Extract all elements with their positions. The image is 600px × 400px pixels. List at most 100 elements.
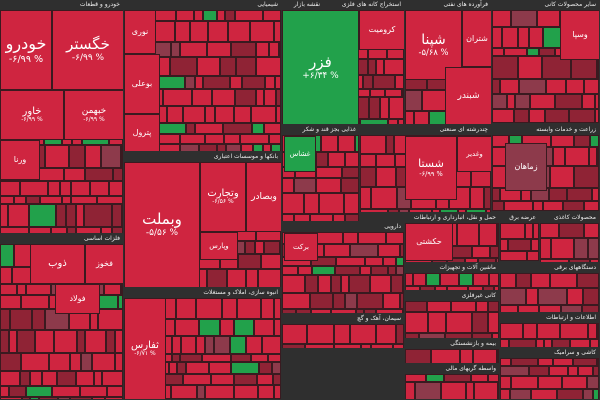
filler-tile (514, 109, 529, 123)
filler-tile (550, 273, 577, 288)
stock-label: وبملت (142, 210, 182, 229)
filler-tile (0, 353, 21, 371)
stock-tile: خاور -۶/۹۹ % (0, 90, 64, 140)
filler-tile (538, 376, 562, 389)
filler-tile (324, 244, 350, 257)
stock-change: -۶/۹۹ % (71, 53, 105, 64)
filler-tile (405, 349, 431, 363)
filler-tile (369, 97, 380, 119)
filler-tile (29, 227, 51, 233)
filler-tile (472, 312, 488, 333)
filler-tile (584, 201, 599, 211)
stock-label: ورنا (13, 155, 27, 165)
filler-tile (259, 362, 272, 374)
filler-tile (451, 301, 476, 312)
filler-tile (345, 293, 357, 309)
filler-tile (224, 134, 240, 144)
filler-tile (384, 59, 404, 75)
filler-tile (42, 371, 57, 386)
filler-tile (398, 119, 404, 124)
filler-tile (432, 209, 440, 212)
filler-tile (445, 333, 472, 338)
filler-tile (171, 385, 197, 399)
filler-tile (203, 76, 230, 89)
filler-tile (458, 209, 466, 212)
filler-tile (121, 145, 123, 168)
filler-tile (17, 330, 35, 353)
sector: خودرو و قطعات خودرو -۶/۹۹ % خگستر -۶/۹۹ % خاو… (0, 0, 123, 233)
stock-label: غشاس (289, 149, 311, 158)
filler-tile (185, 76, 195, 89)
filler-tile (380, 97, 389, 119)
filler-tile (234, 319, 254, 336)
filler-tile (595, 109, 599, 123)
filler-tile (405, 111, 414, 124)
filler-tile (282, 344, 305, 348)
sector: بانکها و موسسات اعتباری وبملت -۵/۵۶ % وتجار… (124, 152, 281, 287)
filler-tile (274, 385, 281, 399)
filler-tile (388, 119, 398, 124)
filler-tile (328, 152, 345, 167)
filler-tile (399, 209, 409, 212)
filler-tile (470, 187, 484, 209)
filler-tile (94, 371, 102, 386)
filler-tile (498, 382, 499, 399)
filler-tile (500, 323, 523, 339)
filler-tile (360, 187, 371, 209)
filler-tile (234, 106, 251, 123)
filler-tile (338, 135, 355, 152)
filler-tile (343, 232, 358, 244)
filler-tile (274, 319, 281, 336)
filler-tile (403, 275, 404, 293)
sector: فلزات اساسی ذوب فخوز فولاد (0, 234, 123, 399)
filler-tile (71, 196, 97, 204)
filler-tile (553, 358, 573, 366)
filler-tile (345, 214, 359, 221)
filler-tile (30, 397, 39, 399)
filler-tile (207, 42, 231, 57)
filler-tile (544, 339, 552, 347)
filler-tile (492, 56, 518, 79)
filler-tile (494, 286, 499, 290)
filler-tile (20, 371, 30, 386)
stock-label: وبصادر (251, 191, 277, 202)
filler-tile (395, 75, 404, 89)
filler-tile (0, 267, 12, 284)
filler-tile (400, 293, 404, 309)
filler-tile (205, 106, 215, 123)
filler-tile (537, 10, 560, 27)
filler-tile (241, 144, 253, 151)
filler-tile (567, 188, 592, 201)
filler-tile (310, 214, 333, 221)
stock-tile: بوعلی (124, 54, 160, 114)
filler-tile (446, 312, 472, 333)
filler-tile (549, 188, 567, 201)
filler-tile (207, 269, 227, 287)
filler-tile (363, 75, 373, 89)
stock-tile: فزر +۶/۳۴ % (282, 10, 359, 124)
filler-tile (282, 275, 305, 293)
filler-tile (97, 196, 123, 204)
filler-tile (76, 227, 101, 233)
filler-tile (0, 295, 21, 309)
filler-tile (48, 181, 60, 196)
filler-tile (331, 275, 341, 293)
sector: محصولات کاغذی (540, 213, 599, 262)
filler-tile (405, 301, 427, 312)
filler-tile (468, 286, 483, 290)
stock-label: خاور (22, 105, 42, 117)
stock-change: -۶/۵۶ % (212, 198, 234, 206)
stock-change: +۶/۳۴ % (302, 70, 339, 81)
filler-tile (370, 89, 385, 97)
filler-tile (496, 258, 499, 262)
filler-tile (510, 389, 531, 399)
filler-tile (0, 227, 29, 233)
filler-tile (66, 204, 76, 227)
filler-tile (234, 385, 258, 399)
stock-label: فخوز (96, 259, 113, 269)
filler-tile (268, 354, 281, 362)
filler-tile (492, 135, 509, 147)
filler-tile (311, 309, 331, 313)
filler-tile (280, 241, 281, 254)
filler-tile (334, 324, 350, 344)
